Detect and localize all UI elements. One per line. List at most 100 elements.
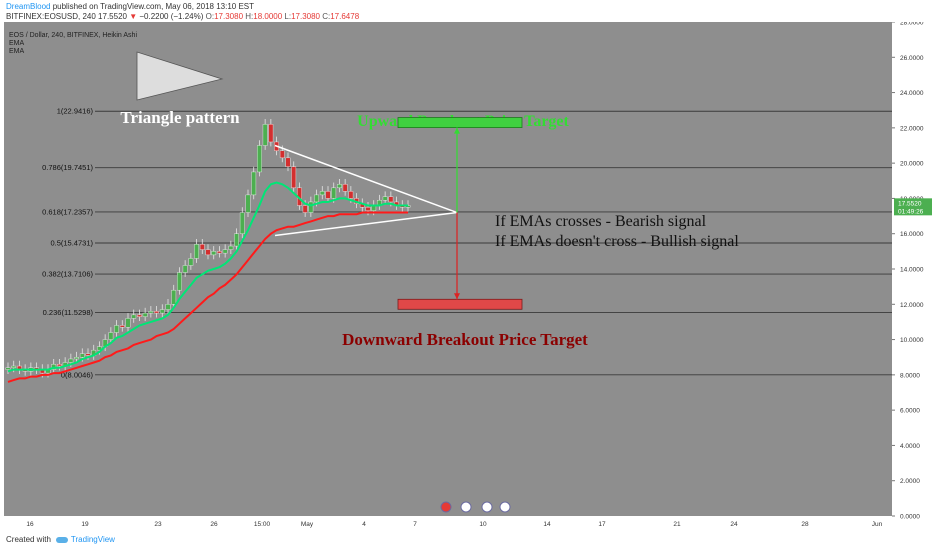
chart-header: DreamBlood published on TradingView.com,… <box>0 0 932 22</box>
candle-body <box>251 171 257 196</box>
x-tick-label: May <box>301 521 314 528</box>
author-link[interactable]: DreamBlood <box>6 2 51 11</box>
close-value: 17.6478 <box>330 12 360 21</box>
price-chart[interactable]: 1(22.9416) 0.786(19.7451) 0.618(17.2357) 0.… <box>0 22 932 530</box>
candle-body <box>279 150 285 159</box>
candle-body <box>205 249 211 256</box>
y-tick-label: 16.0000 <box>900 231 924 238</box>
current-price-label: 17.5520 <box>898 200 922 207</box>
y-tick-label: 0.0000 <box>900 514 920 521</box>
candle-body <box>211 251 217 256</box>
y-tick-label: 20.0000 <box>900 161 924 168</box>
candle-body <box>291 166 297 189</box>
fib-level-label: 0(8.0046) <box>61 370 94 379</box>
candle-body <box>177 272 182 291</box>
x-tick-label: 19 <box>81 521 89 528</box>
x-tick-label: 23 <box>154 521 162 528</box>
time-axis[interactable] <box>4 516 892 530</box>
close-label: C: <box>322 12 331 21</box>
y-tick-label: 14.0000 <box>900 267 924 274</box>
candle-body <box>68 358 74 363</box>
open-label: O: <box>205 12 215 21</box>
y-tick-label: 24.0000 <box>900 90 924 97</box>
x-tick-label: 10 <box>479 521 487 528</box>
candle-body <box>137 314 142 317</box>
price-axis[interactable] <box>892 22 932 530</box>
fib-level-label: 0.382(13.7106) <box>42 270 93 279</box>
triangle-lower-trendline[interactable] <box>274 211 458 237</box>
candle-body <box>108 332 114 340</box>
y-tick-label: 4.0000 <box>900 443 920 450</box>
down-arrowhead-icon <box>454 293 460 300</box>
plot-area[interactable] <box>4 22 892 516</box>
last-price: 17.5520 <box>98 12 127 21</box>
candle-body <box>74 357 79 360</box>
candle-body <box>365 207 371 211</box>
low-value: 17.3080 <box>291 12 320 21</box>
symbol-label: BITFINEX:EOSUSD, 240 <box>6 12 96 21</box>
candle-body <box>257 145 262 173</box>
candle-body <box>348 191 354 199</box>
candle-body <box>154 311 159 314</box>
fib-level-label: 0.5(15.4731) <box>50 239 93 248</box>
candle-body <box>85 353 91 356</box>
candle-body <box>228 245 234 250</box>
candle-body <box>114 325 119 333</box>
candle-body <box>79 353 85 358</box>
legend-entry: EMA <box>9 48 25 55</box>
candle-body <box>388 196 394 203</box>
high-label: H: <box>245 12 254 21</box>
ohlc-line: BITFINEX:EOSUSD, 240 17.5520 ▼ −0.2200 (… <box>6 12 359 21</box>
high-value: 18.0000 <box>253 12 283 21</box>
created-with: Created with TradingView <box>6 535 115 544</box>
candle-body <box>222 249 228 254</box>
y-tick-label: 2.0000 <box>900 478 920 485</box>
upward-target-box[interactable] <box>397 117 523 128</box>
bar-countdown-label: 01:49:26 <box>898 208 924 215</box>
candle-body <box>159 309 165 314</box>
x-tick-label: 15:00 <box>254 521 271 528</box>
ema-slow-line <box>7 211 408 383</box>
x-tick-label: Jun <box>872 521 883 528</box>
candle-body <box>165 304 171 310</box>
x-tick-label: 28 <box>801 521 809 528</box>
publish-line: DreamBlood published on TradingView.com,… <box>6 2 254 11</box>
candle-body <box>11 365 17 368</box>
x-tick-label: 26 <box>210 521 218 528</box>
bearish-signal-text: If EMAs crosses - Bearish signal <box>495 213 707 230</box>
downward-target-box[interactable] <box>397 298 523 310</box>
candle-body <box>125 318 131 328</box>
candle-body <box>337 184 342 189</box>
current-price-badge <box>894 198 932 216</box>
y-tick-label: 12.0000 <box>900 302 924 309</box>
x-tick-label: 4 <box>362 521 366 528</box>
legend-entry: EOS / Dollar, 240, BITFINEX, Heikin Ashi <box>9 32 137 39</box>
event-flag-icon[interactable] <box>440 501 452 513</box>
candle-body <box>234 233 239 247</box>
triangle-upper-trendline[interactable] <box>274 144 458 214</box>
candle-body <box>171 289 177 305</box>
candle-body <box>57 364 62 367</box>
candle-body <box>325 191 331 199</box>
candle-body <box>97 346 102 351</box>
candle-body <box>342 184 348 192</box>
event-flag-icon[interactable] <box>481 501 493 513</box>
event-flag-icon[interactable] <box>499 501 511 513</box>
ema-fast-line <box>7 181 408 373</box>
candle-body <box>188 258 194 266</box>
bullish-signal-text: If EMAs doesn't cross - Bullish signal <box>495 233 739 250</box>
event-flags[interactable] <box>440 501 511 513</box>
event-flag-icon[interactable] <box>460 501 472 513</box>
low-label: L: <box>284 12 292 21</box>
open-value: 17.3080 <box>214 12 244 21</box>
candle-body <box>319 191 325 196</box>
y-tick-label: 28.0000 <box>900 22 924 27</box>
candle-body <box>182 265 188 273</box>
candle-body <box>302 205 308 213</box>
y-tick-label: 10.0000 <box>900 337 924 344</box>
fib-level-label: 0.618(17.2357) <box>42 207 93 216</box>
y-tick-label: 26.0000 <box>900 55 924 62</box>
tradingview-brand-link[interactable]: TradingView <box>70 535 115 544</box>
candle-body <box>239 212 245 234</box>
change-value: −0.2200 (−1.24%) <box>139 12 204 21</box>
